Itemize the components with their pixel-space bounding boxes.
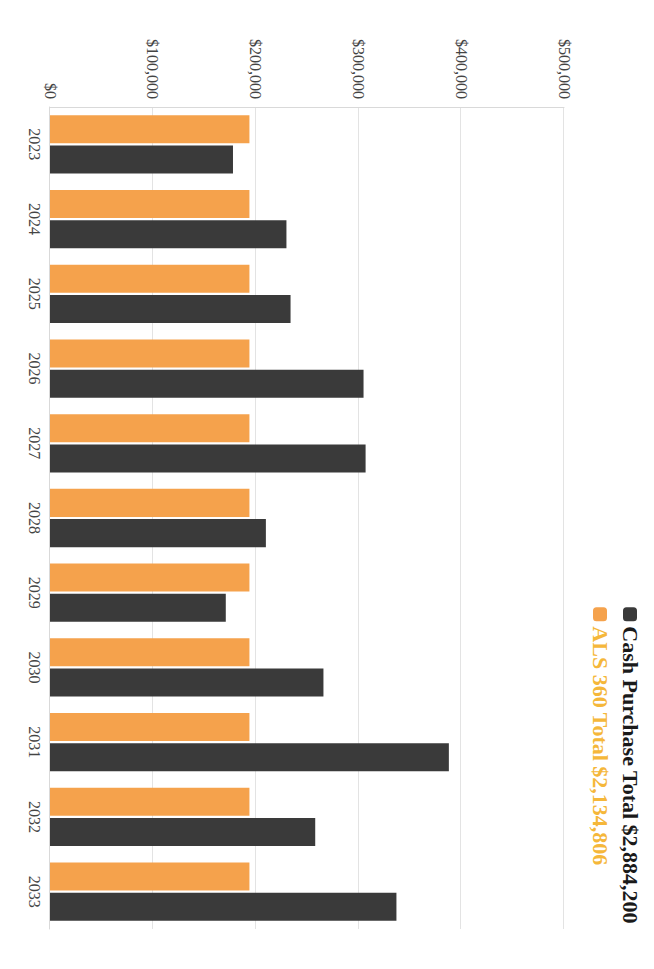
svg-text:2027: 2027 [26, 427, 43, 459]
svg-text:2031: 2031 [26, 726, 43, 758]
svg-text:2024: 2024 [26, 203, 43, 235]
svg-text:2025: 2025 [26, 278, 43, 310]
svg-text:2026: 2026 [26, 353, 43, 385]
svg-text:2033: 2033 [26, 876, 43, 908]
svg-text:$0: $0 [42, 83, 59, 99]
svg-text:ALS 360 Total $2,134,806: ALS 360 Total $2,134,806 [588, 626, 613, 865]
svg-text:$500,000: $500,000 [556, 39, 573, 99]
svg-text:$400,000: $400,000 [453, 39, 470, 99]
svg-text:2023: 2023 [26, 128, 43, 160]
svg-text:2030: 2030 [26, 651, 43, 683]
svg-text:$300,000: $300,000 [350, 39, 367, 99]
svg-text:Cash Purchase Total $2,884,200: Cash Purchase Total $2,884,200 [618, 626, 643, 923]
svg-text:$100,000: $100,000 [144, 39, 161, 99]
svg-text:2028: 2028 [26, 502, 43, 534]
svg-text:2032: 2032 [26, 801, 43, 833]
svg-text:$200,000: $200,000 [247, 39, 264, 99]
svg-text:2029: 2029 [26, 577, 43, 609]
